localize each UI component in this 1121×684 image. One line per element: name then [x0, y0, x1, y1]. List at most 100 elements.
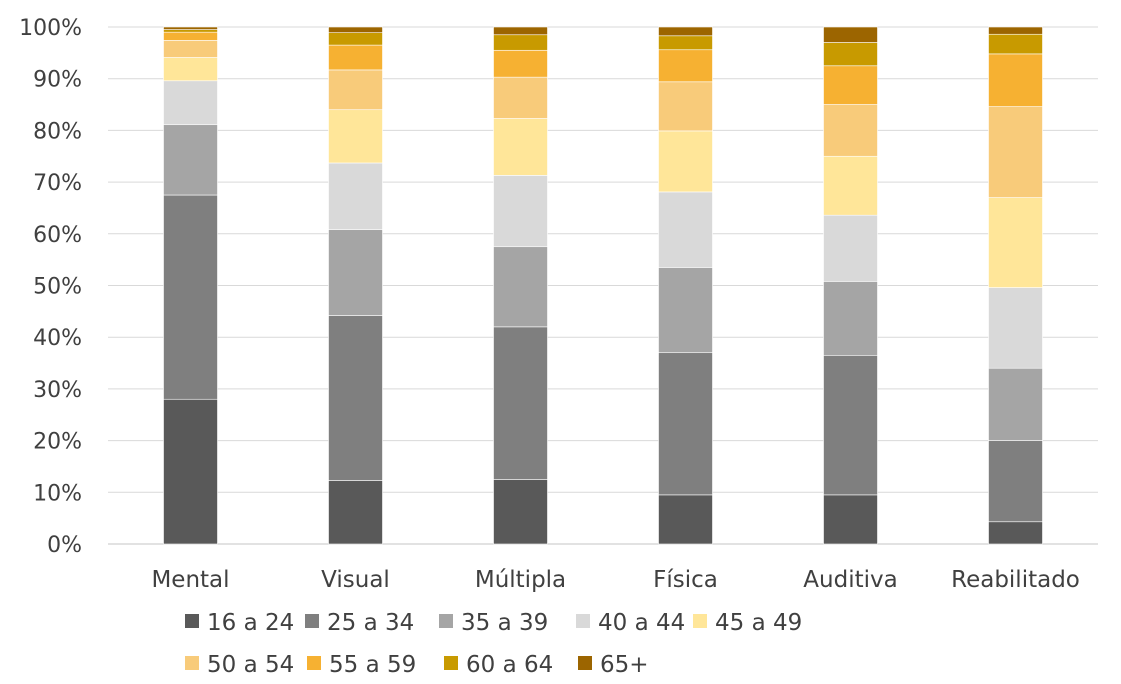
- bar-segment: [823, 104, 878, 157]
- bar-segment: [493, 326, 548, 480]
- bar-segment: [658, 35, 713, 51]
- bar-segment: [163, 26, 218, 30]
- legend-swatch: [439, 614, 453, 628]
- bar-segment: [823, 65, 878, 105]
- bar-segment: [493, 26, 548, 36]
- bar-segment: [823, 354, 878, 496]
- bar-segment: [823, 42, 878, 67]
- bar-segment: [658, 130, 713, 193]
- bar-segment: [988, 197, 1043, 288]
- legend-label: 25 a 34: [327, 610, 414, 636]
- legend-label: 40 a 44: [598, 610, 685, 636]
- bar-stack: [328, 26, 383, 545]
- legend-swatch: [693, 614, 707, 628]
- legend-label: 55 a 59: [329, 652, 416, 678]
- x-category-label: Visual: [321, 567, 390, 593]
- legend-item: 50 a 54: [185, 652, 294, 678]
- legend-label: 45 a 49: [715, 610, 802, 636]
- y-tick-label: 80%: [33, 119, 82, 144]
- y-tick-label: 0%: [47, 533, 82, 558]
- bar-segment: [163, 398, 218, 545]
- bar-segment: [493, 246, 548, 328]
- bar-segment: [823, 214, 878, 282]
- legend-label: 35 a 39: [461, 610, 548, 636]
- bar-segment: [328, 44, 383, 71]
- legend-label: 60 a 64: [466, 652, 553, 678]
- bar-segment: [988, 33, 1043, 55]
- bar-stack: [988, 26, 1043, 545]
- legend-label: 50 a 54: [207, 652, 294, 678]
- bar-segment: [493, 76, 548, 119]
- bar-segment: [163, 194, 218, 400]
- bar-segment: [988, 106, 1043, 198]
- y-tick-label: 100%: [19, 16, 82, 41]
- legend-swatch: [185, 656, 199, 670]
- bar-segment: [988, 26, 1043, 35]
- gridlines: [108, 26, 1098, 545]
- x-axis-category-labels: Mental Visual Múltipla Física Auditiva Reabil…: [151, 567, 1079, 593]
- legend-item: 65+: [578, 652, 649, 678]
- legend-swatch: [307, 656, 321, 670]
- bar-segment: [493, 479, 548, 545]
- bar-segment: [658, 26, 713, 37]
- bar-segment: [823, 26, 878, 43]
- bar-segment: [493, 175, 548, 248]
- bar-segment: [163, 124, 218, 196]
- bars: [163, 26, 1043, 545]
- bar-segment: [493, 34, 548, 51]
- bar-segment: [988, 367, 1043, 441]
- bar-segment: [988, 521, 1043, 545]
- bar-segment: [823, 494, 878, 545]
- bar-segment: [328, 109, 383, 164]
- legend-item: 60 a 64: [444, 652, 553, 678]
- x-category-label: Mental: [151, 567, 229, 593]
- x-category-label: Auditiva: [803, 567, 897, 593]
- bar-segment: [658, 49, 713, 83]
- bar-stack: [163, 26, 218, 545]
- legend-item: 35 a 39: [439, 610, 548, 636]
- bar-segment: [163, 40, 218, 58]
- y-tick-label: 40%: [33, 326, 82, 351]
- bar-segment: [823, 155, 878, 216]
- bar-segment: [163, 31, 218, 41]
- legend-swatch: [185, 614, 199, 628]
- y-tick-label: 70%: [33, 171, 82, 196]
- legend-swatch: [305, 614, 319, 628]
- bar-stack: [658, 26, 713, 545]
- bar-segment: [328, 162, 383, 230]
- bar-segment: [658, 352, 713, 496]
- bar-segment: [988, 440, 1043, 523]
- bar-stack: [493, 26, 548, 545]
- bar-segment: [658, 81, 713, 132]
- bar-segment: [658, 494, 713, 545]
- x-category-label: Múltipla: [475, 567, 566, 593]
- bar-segment: [163, 29, 218, 33]
- legend-item: 55 a 59: [307, 652, 416, 678]
- bar-segment: [328, 229, 383, 316]
- y-axis-tick-labels: 0% 10% 20% 30% 40% 50% 60% 70% 80% 90% 100%: [19, 16, 82, 558]
- legend-item: 40 a 44: [576, 610, 685, 636]
- y-tick-label: 50%: [33, 275, 82, 300]
- bar-segment: [328, 480, 383, 545]
- legend-item: 25 a 34: [305, 610, 414, 636]
- bar-segment: [988, 287, 1043, 369]
- bar-segment: [328, 315, 383, 481]
- x-category-label: Física: [653, 567, 718, 593]
- y-tick-label: 20%: [33, 430, 82, 455]
- x-category-label: Reabilitado: [951, 567, 1080, 593]
- bar-segment: [328, 26, 383, 33]
- bar-segment: [823, 281, 878, 356]
- bar-segment: [988, 53, 1043, 107]
- legend-swatch: [444, 656, 458, 670]
- bar-segment: [493, 118, 548, 176]
- y-tick-label: 90%: [33, 68, 82, 93]
- y-tick-label: 60%: [33, 223, 82, 248]
- legend-swatch: [578, 656, 592, 670]
- y-tick-label: 10%: [33, 481, 82, 506]
- bar-stack: [823, 26, 878, 545]
- bar-segment: [163, 80, 218, 126]
- legend-label: 65+: [600, 652, 649, 678]
- legend-item: 45 a 49: [693, 610, 802, 636]
- legend-item: 16 a 24: [185, 610, 294, 636]
